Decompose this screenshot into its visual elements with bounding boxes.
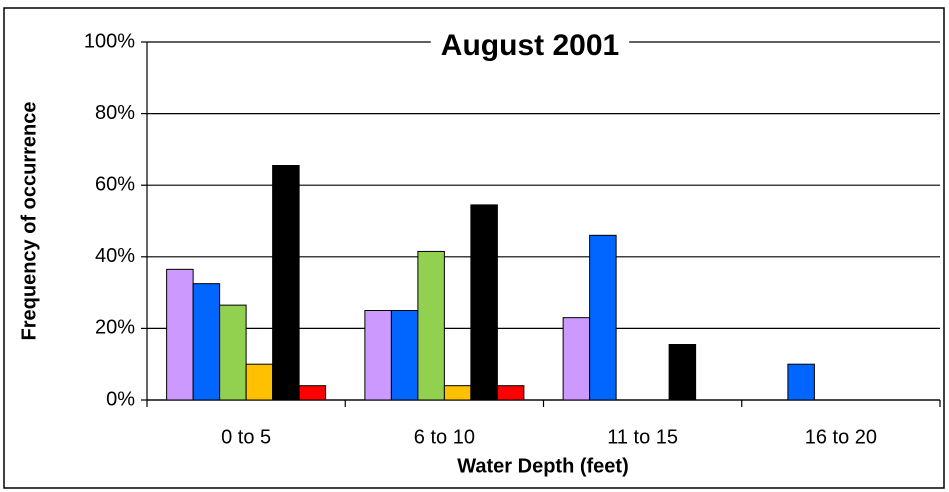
y-axis-label: Frequency of occurrence bbox=[18, 102, 40, 341]
bar bbox=[470, 204, 498, 401]
x-tick-label: 16 to 20 bbox=[805, 426, 877, 448]
title-background bbox=[430, 26, 630, 64]
x-tick-label: 11 to 15 bbox=[607, 426, 678, 448]
grid bbox=[141, 41, 941, 407]
bar bbox=[219, 304, 247, 401]
bar bbox=[417, 250, 445, 401]
bar bbox=[192, 283, 221, 401]
y-tick-label: 60% bbox=[95, 173, 135, 195]
bar bbox=[443, 385, 472, 401]
chart-title: August 2001 bbox=[441, 29, 619, 62]
bar bbox=[787, 363, 815, 401]
bars bbox=[166, 165, 815, 401]
bar bbox=[364, 310, 392, 401]
bar bbox=[298, 385, 327, 401]
y-tick-label: 20% bbox=[95, 317, 135, 339]
bar bbox=[245, 363, 274, 401]
y-tick-label: 40% bbox=[95, 245, 135, 267]
y-tick-label: 80% bbox=[95, 102, 135, 124]
bar bbox=[166, 268, 194, 401]
bar bbox=[496, 385, 525, 401]
y-tick-label: 0% bbox=[106, 388, 135, 410]
x-tick-label: 6 to 10 bbox=[414, 426, 475, 448]
bar bbox=[272, 165, 300, 401]
bar bbox=[562, 317, 591, 401]
x-axis-label: Water Depth (feet) bbox=[457, 455, 628, 477]
bar bbox=[589, 234, 617, 401]
bar bbox=[668, 344, 697, 401]
bar bbox=[390, 310, 419, 401]
x-tick-label: 0 to 5 bbox=[221, 426, 271, 448]
y-tick-label: 100% bbox=[84, 30, 135, 52]
chart-border bbox=[3, 7, 945, 489]
